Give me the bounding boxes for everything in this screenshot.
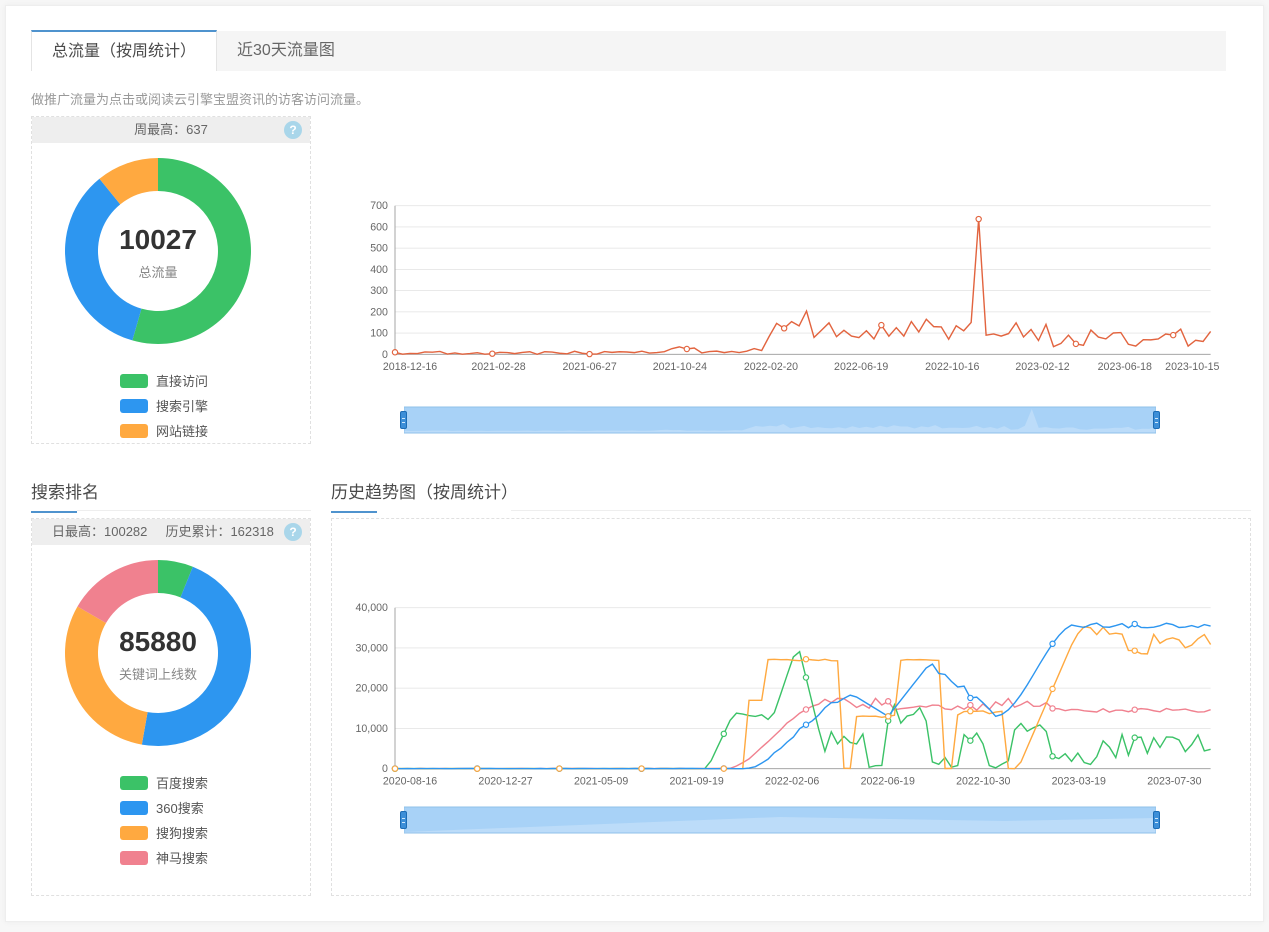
svg-text:2022-06-19: 2022-06-19 <box>834 361 888 373</box>
svg-text:700: 700 <box>370 200 388 212</box>
svg-text:40,000: 40,000 <box>355 602 388 614</box>
svg-text:2022-06-19: 2022-06-19 <box>861 776 915 788</box>
svg-text:500: 500 <box>370 243 388 255</box>
svg-text:2020-08-16: 2020-08-16 <box>383 776 437 788</box>
svg-text:300: 300 <box>370 285 388 297</box>
svg-text:2020-12-27: 2020-12-27 <box>478 776 532 788</box>
svg-text:400: 400 <box>370 264 388 276</box>
svg-text:2021-10-24: 2021-10-24 <box>653 361 707 373</box>
svg-text:2023-07-30: 2023-07-30 <box>1147 776 1201 788</box>
svg-text:100: 100 <box>370 328 388 340</box>
svg-text:2018-12-16: 2018-12-16 <box>383 361 437 373</box>
svg-text:2021-06-27: 2021-06-27 <box>562 361 616 373</box>
svg-text:2022-10-16: 2022-10-16 <box>925 361 979 373</box>
svg-text:2021-09-19: 2021-09-19 <box>670 776 724 788</box>
svg-text:0: 0 <box>382 349 388 361</box>
svg-text:2023-02-12: 2023-02-12 <box>1015 361 1069 373</box>
svg-text:0: 0 <box>382 763 388 775</box>
svg-text:200: 200 <box>370 306 388 318</box>
svg-text:2022-10-30: 2022-10-30 <box>956 776 1010 788</box>
svg-text:2022-02-20: 2022-02-20 <box>744 361 798 373</box>
svg-text:2023-03-19: 2023-03-19 <box>1052 776 1106 788</box>
svg-text:2023-10-15: 2023-10-15 <box>1165 361 1219 373</box>
svg-text:2023-06-18: 2023-06-18 <box>1098 361 1152 373</box>
svg-text:30,000: 30,000 <box>355 642 388 654</box>
svg-text:2021-02-28: 2021-02-28 <box>471 361 525 373</box>
svg-text:10,000: 10,000 <box>355 723 388 735</box>
svg-text:20,000: 20,000 <box>355 683 388 695</box>
svg-text:2021-05-09: 2021-05-09 <box>574 776 628 788</box>
svg-text:600: 600 <box>370 221 388 233</box>
svg-text:2022-02-06: 2022-02-06 <box>765 776 819 788</box>
